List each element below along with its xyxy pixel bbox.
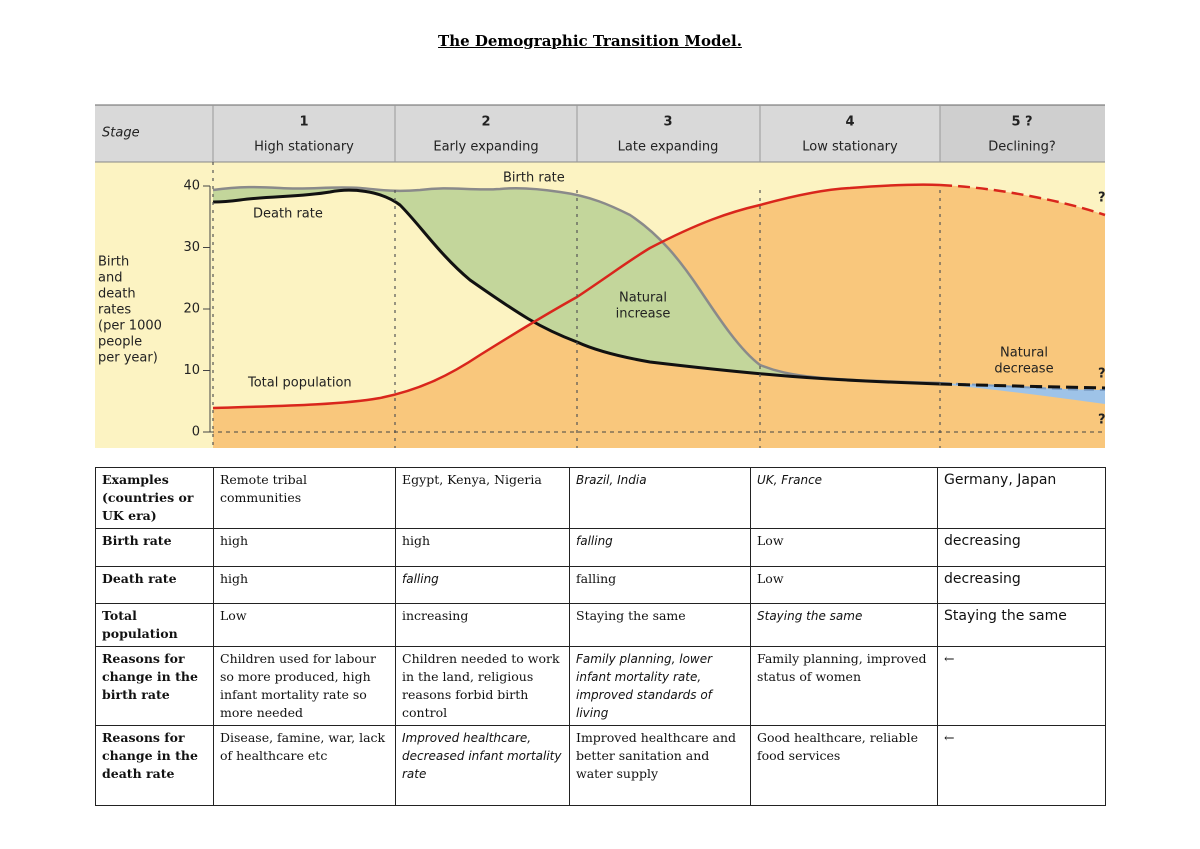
- population-projection: [939, 183, 1106, 217]
- y-axis-label: Birth: [98, 255, 129, 270]
- y-axis-label: per year): [98, 351, 158, 366]
- natural-decrease-label: decrease: [994, 362, 1053, 377]
- table-cell: Children needed to work in the land, rel…: [395, 646, 570, 726]
- stage-header: [95, 105, 1105, 162]
- table-cell: falling: [569, 566, 751, 604]
- population-curve: [212, 183, 941, 410]
- stage-name: High stationary: [254, 140, 354, 155]
- table-cell: falling: [395, 566, 570, 604]
- y-tick-label: 20: [183, 302, 200, 317]
- table-row: Examples (countries or UK era) Remote tri…: [95, 467, 1106, 529]
- stage-number: 1: [299, 115, 308, 130]
- natural-decrease-label: Natural: [1000, 346, 1048, 361]
- natural-increase-area: [213, 187, 940, 384]
- natural-increase-label: Natural: [619, 291, 667, 306]
- stage-number: 4: [845, 115, 854, 130]
- question-mark: ?: [1098, 367, 1106, 382]
- table-cell: Egypt, Kenya, Nigeria: [395, 467, 570, 529]
- stage-name: Declining?: [988, 140, 1056, 155]
- table-cell: Low: [750, 566, 938, 604]
- stage-boundaries: [212, 162, 941, 448]
- table-cell: ←: [937, 646, 1106, 726]
- table-cell: Staying the same: [750, 603, 938, 647]
- table-cell: high: [395, 528, 570, 567]
- y-tick-label: 10: [183, 363, 200, 378]
- y-axis-label: (per 1000: [98, 319, 162, 334]
- table-row: Reasons for change in the death rate Dise…: [95, 725, 1106, 806]
- stage-number: 3: [663, 115, 672, 130]
- question-mark: ?: [1098, 413, 1106, 428]
- table-row: Birth rate high high falling Low decreasing: [95, 528, 1106, 567]
- row-header: Reasons for change in the birth rate: [95, 646, 214, 726]
- row-header: Total population: [95, 603, 214, 647]
- table-cell: Family planning, improved status of wome…: [750, 646, 938, 726]
- row-header: Reasons for change in the death rate: [95, 725, 214, 806]
- table-row: Reasons for change in the birth rate Chil…: [95, 646, 1106, 726]
- table-cell: ←: [937, 725, 1106, 806]
- table-cell: increasing: [395, 603, 570, 647]
- stage-dividers: [212, 105, 941, 162]
- birth-rate-curve: [212, 185, 941, 385]
- table-cell: UK, France: [750, 467, 938, 529]
- table-cell: Low: [750, 528, 938, 567]
- table-cell: Family planning, lower infant mortality …: [569, 646, 751, 726]
- page-title: The Demographic Transition Model.: [438, 32, 742, 50]
- row-header: Examples (countries or UK era): [95, 467, 214, 529]
- stage-name: Low stationary: [802, 140, 898, 155]
- table-cell: Disease, famine, war, lack of healthcare…: [213, 725, 396, 806]
- row-header: Birth rate: [95, 528, 214, 567]
- table-cell: decreasing: [937, 528, 1106, 567]
- row-header: Death rate: [95, 566, 214, 604]
- stage-name: Early expanding: [433, 140, 538, 155]
- table-cell: Improved healthcare and better sanitatio…: [569, 725, 751, 806]
- table-cell: Staying the same: [937, 603, 1106, 647]
- y-axis-label: people: [98, 335, 142, 350]
- table-cell: Children used for labour so more produce…: [213, 646, 396, 726]
- stage-number: 2: [481, 115, 490, 130]
- natural-increase-label: increase: [616, 307, 671, 322]
- stage-table: Examples (countries or UK era) Remote tri…: [95, 467, 1106, 806]
- table-cell: Improved healthcare, decreased infant mo…: [395, 725, 570, 806]
- stage-number: 5 ?: [1011, 115, 1032, 130]
- y-tick-label: 0: [192, 425, 200, 440]
- table-cell: high: [213, 528, 396, 567]
- dtm-figure: Stage Birth rate Death rate Total popula…: [95, 104, 1106, 448]
- table-cell: decreasing: [937, 566, 1106, 604]
- table-cell: Remote tribal communities: [213, 467, 396, 529]
- table-cell: high: [213, 566, 396, 604]
- birth-rate-label: Birth rate: [503, 171, 565, 186]
- y-tick-label: 30: [183, 240, 200, 255]
- table-cell: Brazil, India: [569, 467, 751, 529]
- stage-label: Stage: [102, 126, 140, 141]
- y-axis-label: and: [98, 271, 122, 286]
- question-mark: ?: [1098, 191, 1106, 206]
- death-rate-projection: [939, 382, 1106, 390]
- y-tick-label: 40: [183, 179, 200, 194]
- table-row: Death rate high falling falling Low decreasin…: [95, 566, 1106, 604]
- y-axis-label: death: [98, 287, 136, 302]
- table-cell: Staying the same: [569, 603, 751, 647]
- table-cell: falling: [569, 528, 751, 567]
- total-population-label: Total population: [247, 376, 352, 391]
- table-row: Total population Low increasing Staying the…: [95, 603, 1106, 647]
- table-cell: Good healthcare, reliable food services: [750, 725, 938, 806]
- y-axis-label: rates: [98, 303, 131, 318]
- stage-5-header: [940, 105, 1105, 162]
- natural-decrease-area: [940, 383, 1105, 404]
- table-cell: Germany, Japan: [937, 467, 1106, 529]
- table-cell: Low: [213, 603, 396, 647]
- death-rate-curve: [212, 188, 941, 386]
- death-rate-label: Death rate: [253, 207, 323, 222]
- stage-name: Late expanding: [618, 140, 719, 155]
